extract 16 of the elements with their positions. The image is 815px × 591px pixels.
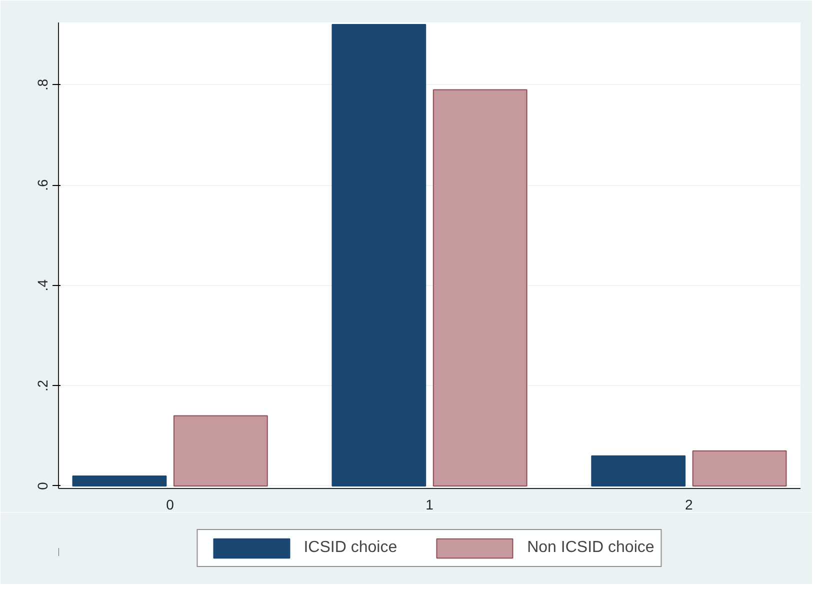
y-tick-label: 0 [34,482,50,490]
y-tick-label: .6 [34,178,50,191]
y-tick-label: .2 [34,380,50,392]
y-tick-label: .4 [34,279,50,292]
x-tick-label: 2 [685,496,694,512]
legend-label: ICSID choice [304,539,398,557]
bar [692,450,787,486]
x-tick-label: 0 [166,496,174,512]
y-tick-label: .8 [34,78,50,91]
legend-label: Non ICSID choice [527,539,654,557]
bar [72,475,167,486]
x-tick-label: 1 [426,496,434,512]
bar [332,24,426,486]
bar [591,455,686,486]
bar [432,89,528,486]
bar [173,415,268,486]
